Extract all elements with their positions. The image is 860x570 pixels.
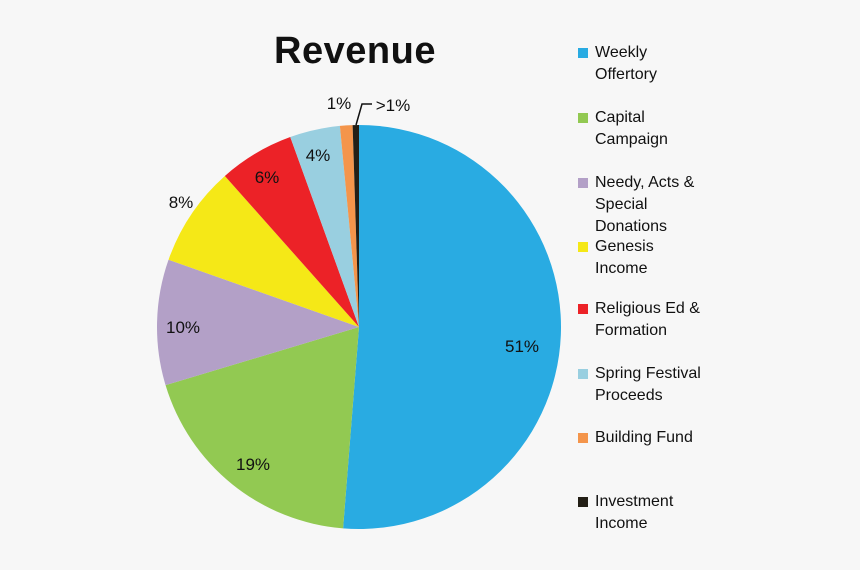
legend-swatch (578, 369, 588, 379)
data-label: 1% (327, 94, 352, 113)
legend-item: Spring Festival Proceeds (578, 363, 701, 407)
data-label: 8% (169, 193, 194, 212)
data-label: 51% (505, 337, 539, 356)
legend-label: Capital Campaign (595, 109, 668, 148)
legend-label: Investment Income (595, 493, 674, 532)
data-label: 10% (166, 318, 200, 337)
pie-slice-needy-acts-special-donations (156, 259, 359, 386)
legend-swatch (578, 113, 588, 123)
pie-slices (156, 125, 561, 529)
data-label: 6% (255, 168, 280, 187)
legend-swatch (578, 178, 588, 188)
data-label: >1% (376, 96, 411, 115)
data-label: 19% (236, 455, 270, 474)
pie-slice-spring-festival-proceeds (290, 125, 359, 327)
legend-label: Building Fund (595, 429, 693, 446)
legend-swatch (578, 242, 588, 252)
chart-title: Revenue (274, 30, 436, 72)
pie-slice-genesis-income (168, 175, 359, 327)
pie-slice-capital-campaign (165, 327, 359, 529)
investment-income-leader-line (355, 103, 372, 126)
legend-item: Investment Income (578, 491, 673, 535)
legend-item: Capital Campaign (578, 107, 668, 151)
legend-item: Building Fund (578, 427, 693, 449)
pie-slice-investment-income (352, 125, 359, 327)
pie-data-labels: 51% 19% 10% 8% 6% 4% 1% >1% (166, 94, 539, 474)
legend-label: Spring Festival Proceeds (595, 365, 701, 404)
pie-slice-building-fund (339, 125, 359, 327)
legend-item: Genesis Income (578, 236, 654, 280)
legend-swatch (578, 433, 588, 443)
legend-swatch (578, 304, 588, 314)
legend-item: Weekly Offertory (578, 42, 657, 86)
pie-slice-religious-ed-formation (224, 137, 359, 327)
legend-swatch (578, 48, 588, 58)
legend-swatch (578, 497, 588, 507)
legend-item: Needy, Acts & Special Donations (578, 172, 694, 238)
legend-label: Needy, Acts & Special Donations (595, 174, 695, 235)
legend-label: Religious Ed & Formation (595, 300, 700, 339)
legend-item: Religious Ed & Formation (578, 298, 700, 342)
legend-label: Weekly Offertory (595, 44, 657, 83)
legend-label: Genesis Income (595, 238, 654, 277)
pie-slice-weekly-offertory (343, 125, 561, 529)
data-label: 4% (306, 146, 331, 165)
